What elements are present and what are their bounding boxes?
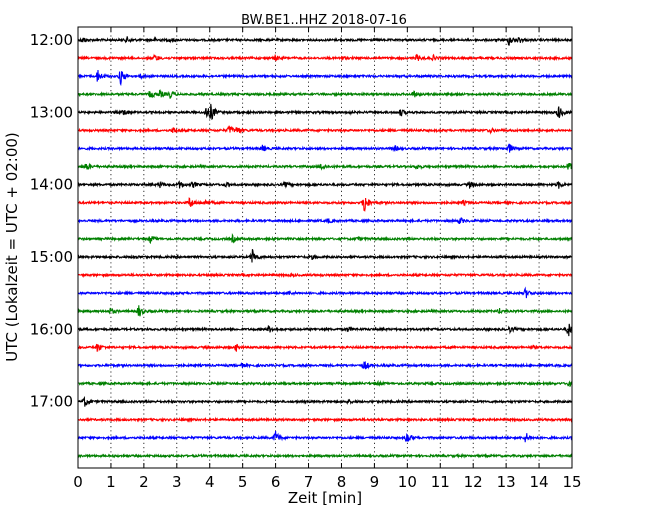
x-tick-label: 4: [205, 473, 215, 491]
axis-ticks: 0 1 2 3 4 5 6 7 8 9 10 11 12 13 14 1512:0013:0014:0015:…: [30, 27, 582, 491]
seismogram-trace: [77, 35, 573, 46]
y-tick-label: 14:00: [30, 176, 73, 194]
y-tick-label: 16:00: [30, 320, 73, 338]
seismogram-trace: [77, 395, 573, 407]
x-tick-label: 13: [497, 473, 516, 491]
x-tick-label: 1: [106, 473, 116, 491]
x-tick-label: 3: [172, 473, 182, 491]
seismogram-trace: [77, 416, 573, 423]
y-tick-label: 13:00: [30, 103, 73, 121]
seismogram-trace: [77, 323, 573, 337]
seismogram-trace: [77, 180, 573, 189]
plot-frame: [77, 26, 573, 469]
x-tick-label: 12: [464, 473, 483, 491]
y-tick-label: 15:00: [30, 248, 73, 266]
x-tick-label: 9: [370, 473, 380, 491]
y-axis-label: UTC (Lokalzeit = UTC + 02:00): [3, 132, 21, 362]
y-tick-label: 17:00: [30, 393, 73, 411]
seismogram-trace: [77, 143, 573, 153]
x-tick-label: 8: [337, 473, 347, 491]
y-tick-label: 12:00: [30, 31, 73, 49]
seismogram-trace: [77, 197, 573, 213]
x-tick-label: 11: [431, 473, 450, 491]
trace-area: [77, 35, 573, 459]
seismogram-trace: [77, 162, 573, 171]
seismogram-trace: [77, 305, 573, 317]
x-axis-label: Zeit [min]: [288, 489, 362, 507]
seismogram-trace: [77, 125, 573, 135]
x-tick-label: 7: [304, 473, 314, 491]
seismogram-trace: [77, 271, 573, 279]
seismogram-trace: [77, 452, 573, 459]
chart-title: BW.BE1..HHZ 2018-07-16: [241, 13, 407, 28]
seismogram-trace: [77, 53, 573, 62]
x-tick-label: 5: [238, 473, 248, 491]
seismogram-trace: [77, 89, 573, 99]
seismogram-trace: [77, 232, 573, 245]
x-tick-label: 0: [73, 473, 83, 491]
seismogram-trace: [77, 430, 573, 443]
seismogram-trace: [77, 103, 573, 121]
seismogram-trace: [77, 379, 573, 388]
seismogram-trace: [77, 217, 573, 225]
x-tick-label: 10: [398, 473, 417, 491]
seismogram-trace: [77, 249, 573, 263]
seismogram-trace: [77, 343, 573, 353]
x-tick-label: 2: [139, 473, 149, 491]
seismogram-trace: [77, 361, 573, 370]
seismogram-trace: [77, 69, 573, 87]
x-tick-label: 15: [562, 473, 581, 491]
seismogram-trace: [77, 286, 573, 299]
x-tick-label: 6: [271, 473, 281, 491]
x-tick-label: 14: [530, 473, 549, 491]
